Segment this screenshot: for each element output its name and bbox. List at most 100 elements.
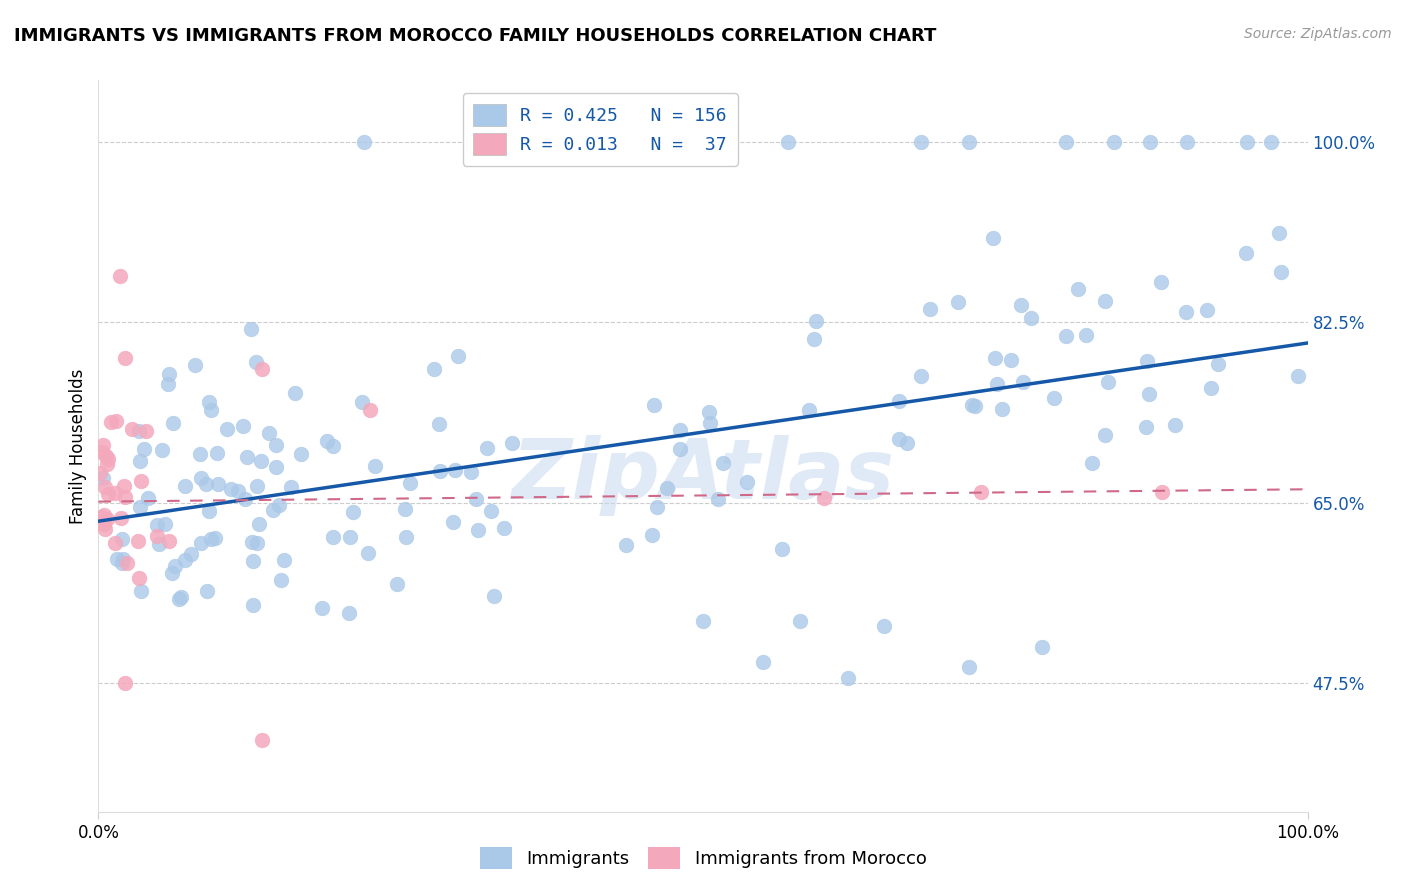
Point [957,135,980,149]
Point [94,480,117,494]
Point [716,135,738,149]
Point [460,465,482,479]
Point [501,436,523,450]
Point [235,492,257,507]
Point [447,349,470,363]
Point [429,464,451,478]
Point [104,535,127,549]
Point [837,671,859,685]
Point [1195,303,1218,318]
Point [441,516,464,530]
Point [135,424,157,438]
Point [1137,386,1160,401]
Point [813,491,835,505]
Point [226,483,249,498]
Point [257,425,280,440]
Point [873,619,896,633]
Point [1150,275,1173,289]
Point [270,574,292,588]
Point [492,520,515,534]
Point [735,475,758,489]
Point [250,454,273,468]
Point [385,576,408,591]
Point [136,491,159,505]
Point [1139,135,1161,149]
Point [1054,135,1077,149]
Point [165,559,187,574]
Point [190,446,212,460]
Point [157,368,180,382]
Point [394,501,416,516]
Point [205,446,228,460]
Point [353,135,375,149]
Point [803,332,825,346]
Point [94,449,117,463]
Point [200,403,222,417]
Point [91,437,114,451]
Point [970,485,993,500]
Point [364,458,387,473]
Point [475,441,498,455]
Point [887,394,910,409]
Point [960,398,983,412]
Point [398,475,420,490]
Point [394,530,416,544]
Point [105,552,128,566]
Point [1152,485,1174,500]
Point [129,475,152,489]
Point [645,500,668,515]
Point [981,231,1004,245]
Legend: R = 0.425   N = 156, R = 0.013   N =  37: R = 0.425 N = 156, R = 0.013 N = 37 [463,93,738,166]
Point [1270,265,1292,279]
Point [350,395,373,409]
Point [479,504,502,518]
Point [337,606,360,620]
Point [93,517,115,532]
Point [752,656,775,670]
Point [132,442,155,456]
Point [776,135,799,149]
Point [918,301,941,316]
Point [232,419,254,434]
Point [194,477,217,491]
Point [957,660,980,674]
Point [1175,304,1198,318]
Point [804,314,827,328]
Point [153,517,176,532]
Point [1236,135,1258,149]
Point [887,432,910,446]
Point [242,554,264,568]
Point [204,532,226,546]
Point [643,398,665,412]
Point [1136,353,1159,368]
Point [1031,640,1053,654]
Point [129,500,152,515]
Point [280,480,302,494]
Point [1175,135,1198,149]
Point [711,456,734,470]
Point [427,417,450,431]
Point [190,471,212,485]
Point [262,502,284,516]
Point [357,546,380,560]
Point [198,504,221,518]
Point [145,528,167,542]
Point [316,434,339,449]
Point [1268,226,1291,240]
Y-axis label: Family Households: Family Households [69,368,87,524]
Point [97,487,120,501]
Point [1288,368,1310,383]
Point [96,457,118,471]
Point [89,466,111,480]
Point [360,403,382,417]
Point [246,479,269,493]
Point [267,498,290,512]
Point [114,351,136,366]
Point [1097,375,1119,389]
Point [547,135,569,149]
Point [896,436,918,450]
Point [200,532,222,546]
Point [1010,298,1032,312]
Point [1260,135,1282,149]
Point [342,505,364,519]
